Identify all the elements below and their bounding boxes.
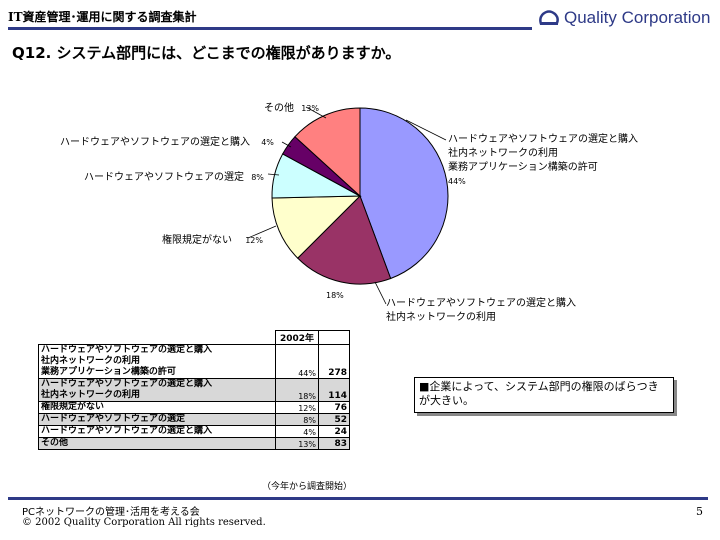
footer-organization: PCネットワークの管理･活用を考える会 <box>22 507 200 518</box>
table-header-blank-2 <box>318 330 350 345</box>
table-cell-count: 52 <box>318 413 350 426</box>
slice-label-3: ハードウェアやソフトウェアの選定 8% <box>84 172 264 183</box>
table-cell-pct: 12% <box>275 401 319 414</box>
header-rule <box>8 27 532 30</box>
table-cell-count: 278 <box>318 344 350 379</box>
table-cell-pct: 8% <box>275 413 319 426</box>
slice-pct-1: 18% <box>326 291 344 300</box>
table-header-blank <box>39 331 276 345</box>
leader-line-2 <box>247 225 277 239</box>
pie-slice-1 <box>296 195 392 285</box>
slice-label-0: ハードウェアやソフトウェアの選定と購入 社内ネットワークの利用 業務アプリケーシ… <box>448 134 638 186</box>
table-cell-count: 114 <box>318 378 350 402</box>
table-cell-count: 83 <box>318 437 350 450</box>
pie-slice-0 <box>359 107 449 280</box>
callout-box: ■企業によって、システム部門の権限のばらつきが大きい。 <box>414 377 674 413</box>
table-cell-pct: 44% <box>275 344 319 379</box>
slice-label-1: ハードウェアやソフトウェアの選定と購入 社内ネットワークの利用 <box>386 298 576 323</box>
logo-text: Quality Corporation <box>564 8 711 27</box>
table-row: ハードウェアやソフトウェアの選定 8% 52 <box>38 413 350 426</box>
table-row: 権限規定がない 12% 76 <box>38 401 350 414</box>
table-cell-label: 権限規定がない <box>38 401 276 414</box>
table-cell-pct: 18% <box>275 378 319 402</box>
table-cell-label: ハードウェアやソフトウェアの選定と購入 社内ネットワークの利用 業務アプリケーシ… <box>38 344 276 379</box>
table-cell-count: 76 <box>318 401 350 414</box>
table-row: ハードウェアやソフトウェアの選定と購入 4% 24 <box>38 425 350 438</box>
table-cell-pct: 13% <box>275 437 319 450</box>
leader-line-5 <box>305 106 327 119</box>
header-title: IT資産管理･運用に関する調査集計 <box>8 10 197 24</box>
table-cell-label: ハードウェアやソフトウェアの選定と購入 <box>38 425 276 438</box>
pie-chart <box>247 106 449 305</box>
table-cell-label: ハードウェアやソフトウェアの選定 <box>38 413 276 426</box>
table-row: ハードウェアやソフトウェアの選定と購入 社内ネットワークの利用 18% 114 <box>38 378 350 402</box>
qc-logo-icon <box>539 10 559 25</box>
table-row: ハードウェアやソフトウェアの選定と購入 社内ネットワークの利用 業務アプリケーシ… <box>38 344 350 379</box>
company-logo: Quality Corporation <box>538 8 710 28</box>
page-number: 5 <box>696 505 703 518</box>
slice-label-2: 権限規定がない 12% <box>162 235 263 246</box>
footer-rule <box>8 497 708 500</box>
pie-slice-2 <box>271 195 362 259</box>
slice-label-5: その他 13% <box>264 103 319 114</box>
leader-line-4 <box>281 141 292 148</box>
table-cell-pct: 4% <box>275 425 319 438</box>
table-row: その他 13% 83 <box>38 437 350 450</box>
data-table: 2002年 ハードウェアやソフトウェアの選定と購入 社内ネットワークの利用 業務… <box>38 330 350 450</box>
leader-line-3 <box>267 173 280 176</box>
table-cell-count: 24 <box>318 425 350 438</box>
table-cell-label: その他 <box>38 437 276 450</box>
pie-slice-5 <box>294 107 361 198</box>
table-cell-label: ハードウェアやソフトウェアの選定と購入 社内ネットワークの利用 <box>38 378 276 402</box>
table-header-row: 2002年 <box>39 330 350 345</box>
question-title: Q12. システム部門には、どこまでの権限がありますか。 <box>12 44 401 62</box>
slice-label-4: ハードウェアやソフトウェアの選定と購入 4% <box>60 137 274 148</box>
leader-line-1 <box>374 281 387 305</box>
table-note: （今年から調査開始） <box>262 482 353 492</box>
table-year-header: 2002年 <box>275 330 319 345</box>
footer-copyright: © 2002 Quality Corporation All rights re… <box>22 517 266 528</box>
leader-line-0 <box>405 119 447 141</box>
